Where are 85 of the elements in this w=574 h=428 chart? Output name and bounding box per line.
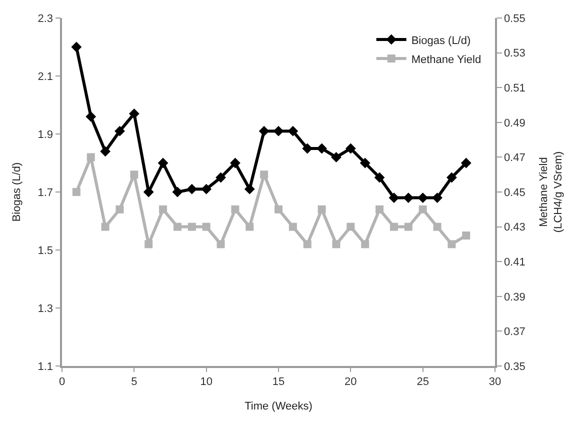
- point: [258, 126, 270, 136]
- y2-tick-label: 0.55: [504, 12, 526, 25]
- point: [376, 205, 384, 214]
- y2-tick-label: 0.39: [504, 291, 526, 304]
- point: [331, 152, 342, 162]
- point: [201, 184, 212, 194]
- point: [114, 126, 125, 136]
- y2-tick-label: 0.45: [504, 186, 526, 199]
- y2-tick-label: 0.47: [504, 152, 526, 164]
- point: [216, 240, 225, 248]
- point: [462, 232, 470, 240]
- point: [231, 205, 240, 214]
- point: [460, 158, 472, 168]
- point: [403, 192, 414, 203]
- point: [116, 205, 124, 214]
- point: [101, 222, 110, 231]
- x-tick-label: 15: [272, 376, 285, 388]
- y2-axis-title: Methane Yield (LCH4/g VSrem): [538, 151, 564, 233]
- point: [374, 172, 385, 183]
- point: [446, 172, 457, 183]
- point: [159, 205, 168, 214]
- x-tick-label: 10: [200, 376, 212, 388]
- y-tick-label: 2.1: [38, 70, 54, 83]
- point: [345, 143, 356, 154]
- point: [158, 158, 168, 168]
- point: [332, 240, 340, 248]
- point: [448, 240, 456, 248]
- point: [230, 158, 240, 168]
- y2-tick-label: 0.53: [504, 48, 526, 60]
- point: [202, 222, 210, 231]
- point: [288, 126, 298, 136]
- point: [316, 143, 327, 154]
- point: [433, 222, 442, 231]
- point: [143, 186, 154, 198]
- point: [128, 108, 140, 119]
- x-tick-label: 5: [131, 376, 138, 388]
- y2-tick-label: 0.43: [504, 222, 526, 234]
- point: [173, 222, 182, 231]
- y-axis-title: Biogas (L/d): [10, 162, 23, 222]
- x-tick-label: 20: [344, 376, 357, 388]
- point: [144, 240, 153, 248]
- point: [100, 146, 110, 157]
- point: [86, 153, 95, 162]
- legend-label: Methane Yield: [411, 54, 482, 66]
- point: [246, 222, 254, 231]
- point: [388, 192, 400, 203]
- point: [244, 184, 255, 194]
- point: [346, 222, 355, 231]
- point: [86, 111, 96, 122]
- y2-tick-label: 0.35: [504, 360, 526, 373]
- legend-label: Biogas (L/d): [411, 34, 471, 47]
- y-tick-label: 1.3: [38, 302, 54, 315]
- y-tick-label: 1.5: [38, 244, 54, 257]
- point: [273, 126, 284, 136]
- x-axis-title: Time (Weeks): [244, 400, 312, 413]
- y-tick-label: 1.7: [38, 186, 54, 199]
- point: [188, 222, 196, 231]
- x-tick-label: 30: [488, 376, 502, 388]
- point: [186, 184, 198, 194]
- y2-tick-label: 0.51: [504, 82, 526, 94]
- point: [288, 222, 297, 231]
- y-tick-label: 2.3: [38, 12, 54, 25]
- point: [361, 240, 370, 248]
- point: [72, 188, 80, 196]
- point: [274, 205, 282, 214]
- y-tick-label: 1.9: [38, 128, 54, 141]
- point: [71, 42, 82, 52]
- point: [303, 240, 312, 248]
- point: [216, 172, 226, 183]
- point: [418, 205, 427, 214]
- point: [418, 192, 428, 203]
- point: [432, 192, 442, 203]
- point: [172, 186, 183, 198]
- point: [260, 170, 268, 179]
- y2-tick-label: 0.41: [504, 256, 526, 268]
- x-tick-label: 25: [416, 376, 429, 388]
- point: [318, 205, 326, 214]
- point: [130, 170, 138, 179]
- point: [404, 222, 412, 231]
- y2-tick-label: 0.49: [504, 117, 526, 130]
- y-tick-label: 1.1: [38, 360, 54, 373]
- point: [360, 158, 370, 168]
- x-tick-label: 0: [58, 376, 66, 388]
- point: [390, 222, 398, 231]
- y2-tick-label: 0.37: [504, 326, 526, 338]
